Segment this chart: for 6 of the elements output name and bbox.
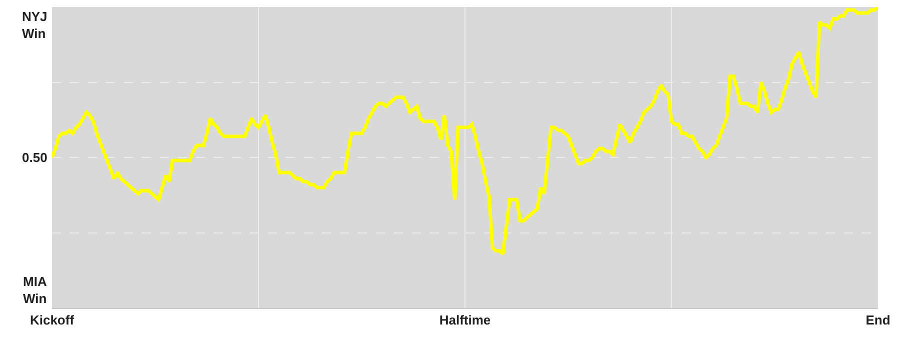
x-tick-label: End bbox=[866, 312, 890, 328]
x-tick-label: Halftime bbox=[439, 312, 491, 328]
x-tick-label: Kickoff bbox=[30, 312, 75, 328]
text: MIA Win bbox=[23, 274, 48, 306]
text: NYJ Win bbox=[22, 9, 48, 41]
text: 0.50 bbox=[22, 150, 48, 165]
